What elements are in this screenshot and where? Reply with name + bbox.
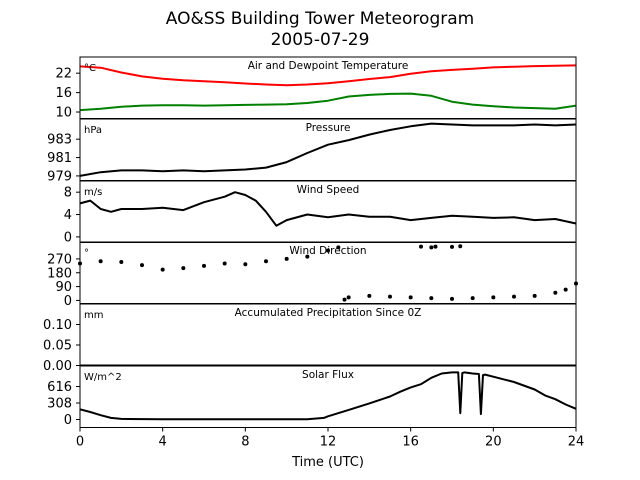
panel-4-point bbox=[243, 262, 248, 267]
panel-unit-label: °C bbox=[84, 63, 96, 74]
panel-4-point bbox=[326, 248, 330, 253]
panel-title: Accumulated Precipitation Since 0Z bbox=[235, 307, 422, 319]
panel-4-point bbox=[305, 254, 310, 259]
panel-4-point bbox=[119, 259, 124, 264]
panel-4-point bbox=[342, 297, 347, 302]
panel-4-point bbox=[284, 256, 289, 261]
panel-4-point bbox=[470, 296, 475, 301]
panel-1: 10 16 22 °C Air and Dewpoint Temperature bbox=[55, 56, 577, 121]
y-tick-label: 0.10 bbox=[43, 318, 72, 333]
panel-4-point bbox=[429, 296, 434, 301]
y-tick-label: 270 bbox=[47, 252, 72, 267]
x-tick-label: 12 bbox=[320, 435, 337, 450]
x-tick-label: 20 bbox=[485, 435, 502, 450]
panel-title: Wind Speed bbox=[297, 184, 360, 196]
y-tick-label: 616 bbox=[47, 380, 72, 395]
panel-4-point bbox=[408, 295, 413, 300]
panel-4-point bbox=[563, 287, 568, 292]
y-tick-label: 0.05 bbox=[43, 339, 72, 354]
y-tick-label: 0 bbox=[64, 230, 72, 245]
panel-1-series-line bbox=[79, 64, 577, 87]
x-tick-label: 16 bbox=[402, 435, 419, 450]
panel-title: Air and Dewpoint Temperature bbox=[248, 60, 409, 72]
panel-4-point bbox=[450, 296, 454, 301]
panel-5: 0.00 0.05 0.10 mm Accumulated Precipitation … bbox=[43, 303, 577, 374]
panel-1-series-line bbox=[79, 92, 577, 112]
panel-4-point bbox=[140, 263, 144, 268]
panel-4-point bbox=[202, 263, 206, 268]
panel-4-point bbox=[429, 245, 434, 250]
y-tick-label: 0 bbox=[64, 294, 72, 309]
x-axis: 0 4 8 12 16 20 24 bbox=[76, 427, 585, 450]
panel-4-point bbox=[264, 259, 268, 264]
x-tick-label: 8 bbox=[241, 435, 249, 450]
panel-4-point bbox=[553, 290, 558, 295]
y-tick-label: 981 bbox=[47, 151, 72, 166]
panel-4-point bbox=[160, 267, 165, 272]
panel-4-point bbox=[512, 294, 516, 299]
y-tick-label: 0 bbox=[64, 413, 72, 428]
panel-4-point bbox=[532, 293, 537, 298]
panel-4-point bbox=[367, 293, 372, 298]
y-tick-label: 8 bbox=[64, 186, 72, 201]
y-tick-label: 180 bbox=[47, 266, 72, 281]
panel-4-point bbox=[181, 266, 186, 271]
panel-unit-label: m/s bbox=[84, 187, 102, 198]
panel-4-point bbox=[458, 244, 463, 249]
y-tick-label: 90 bbox=[55, 280, 72, 295]
y-tick-label: 10 bbox=[55, 106, 72, 121]
panel-3-series-line bbox=[79, 191, 577, 227]
chart-subtitle: 2005-07-29 bbox=[271, 30, 370, 50]
panel-6-series-line bbox=[79, 371, 577, 421]
panel-title: Solar Flux bbox=[302, 369, 354, 381]
y-tick-label: 308 bbox=[47, 397, 72, 412]
panel-2: 979 981 983 hPa Pressure bbox=[47, 118, 577, 184]
panel-unit-label: ° bbox=[84, 248, 89, 259]
x-tick-label: 24 bbox=[568, 435, 585, 450]
panel-unit-label: W/m^2 bbox=[84, 372, 122, 383]
panel-unit-label: mm bbox=[84, 310, 103, 321]
x-tick-label: 4 bbox=[159, 435, 167, 450]
panel-unit-label: hPa bbox=[84, 125, 102, 136]
panel-4-point bbox=[346, 295, 351, 300]
y-tick-label: 22 bbox=[55, 67, 72, 82]
x-tick-label: 0 bbox=[76, 435, 84, 450]
panel-4-point bbox=[419, 244, 423, 249]
panel-3: 0 4 8 m/s Wind Speed bbox=[64, 180, 577, 245]
panel-4-point bbox=[433, 244, 438, 249]
panel-title: Wind Direction bbox=[289, 245, 366, 257]
panel-2-series-line bbox=[79, 122, 577, 177]
panel-4-point bbox=[98, 259, 103, 264]
panel-4-point bbox=[388, 294, 392, 299]
y-tick-label: 16 bbox=[55, 86, 72, 101]
panel-4-point bbox=[222, 261, 227, 266]
y-tick-label: 979 bbox=[47, 169, 72, 184]
panel-4-point bbox=[336, 245, 341, 250]
x-axis-label: Time (UTC) bbox=[291, 455, 364, 470]
y-tick-label: 4 bbox=[64, 208, 72, 223]
y-tick-label: 983 bbox=[47, 133, 72, 148]
y-tick-label: 0.00 bbox=[43, 359, 72, 374]
panel-4-point bbox=[491, 295, 496, 300]
panel-title: Pressure bbox=[306, 122, 351, 134]
panel-4-point bbox=[450, 244, 454, 249]
chart-title: AO&SS Building Tower Meteorogram bbox=[166, 9, 474, 29]
